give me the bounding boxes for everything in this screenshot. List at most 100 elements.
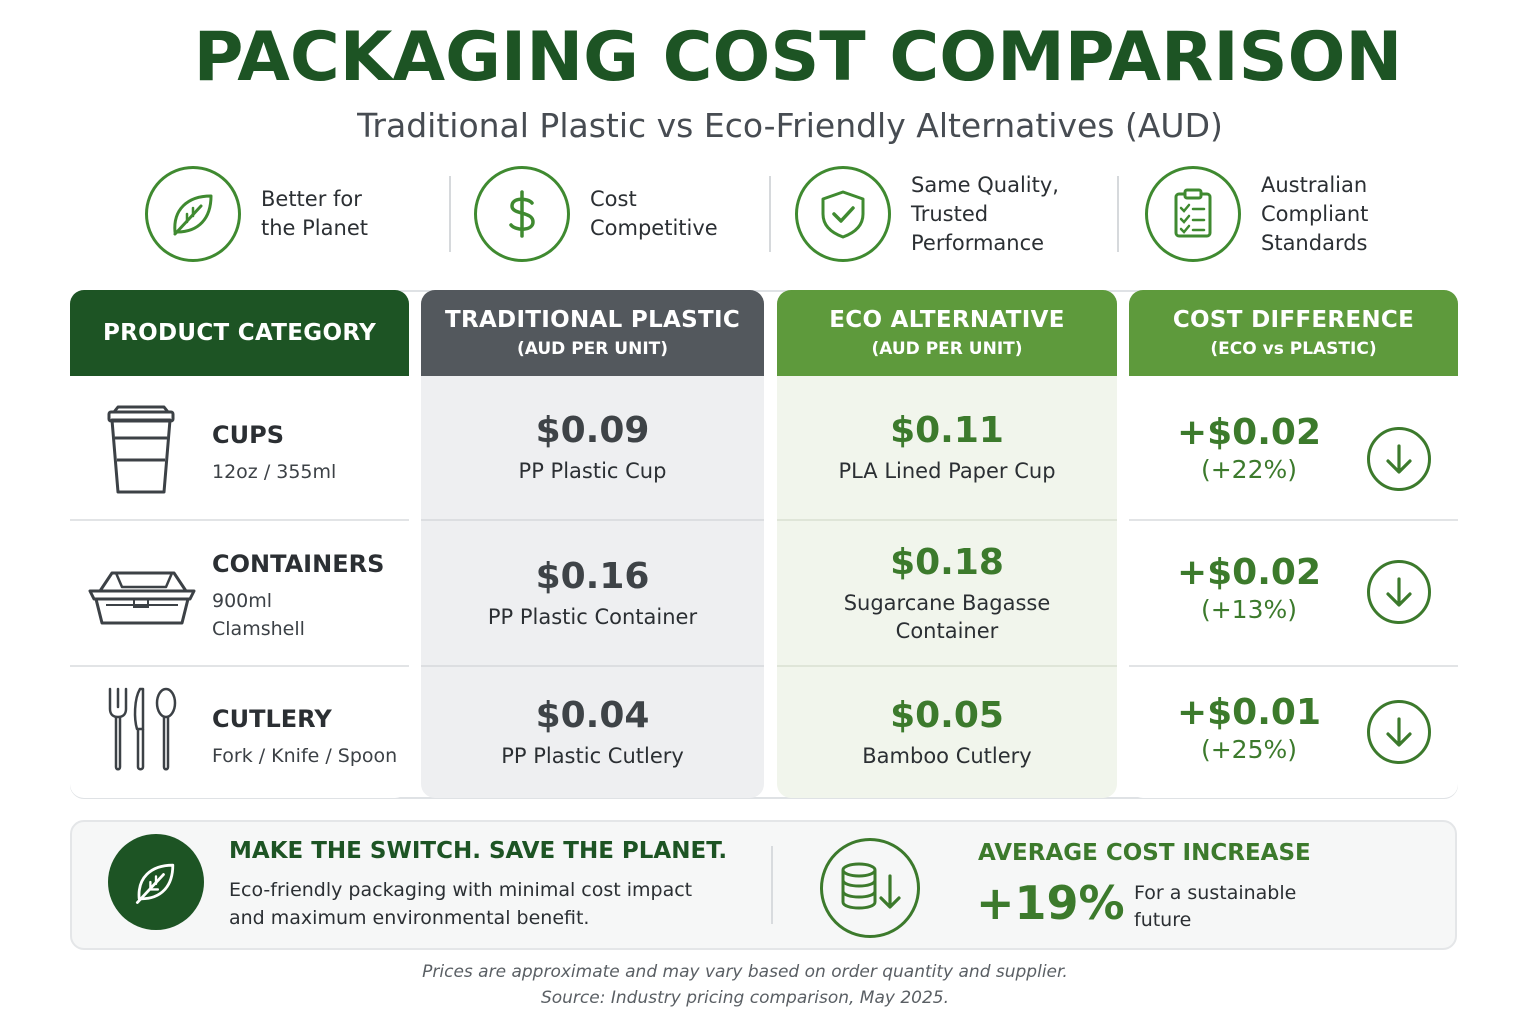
row-divider [1129, 665, 1458, 667]
feature-label-line: Cost [590, 187, 637, 211]
plastic-description: PP Plastic Cup [518, 459, 667, 483]
eco-cell: $0.05 Bamboo Cutlery [777, 667, 1117, 798]
feature-cost: Cost Competitive [474, 162, 718, 266]
page-subtitle: Traditional Plastic vs Eco-Friendly Alte… [357, 106, 1223, 145]
shield-check-icon [795, 166, 891, 262]
row-divider [777, 665, 1117, 667]
column-header-diff: COST DIFFERENCE (ECO vs PLASTIC) [1129, 290, 1458, 376]
column-header-category: PRODUCT CATEGORY [70, 290, 409, 376]
plastic-cell: $0.04 PP Plastic Cutlery [421, 667, 764, 798]
product-detail: Fork / Knife / Spoon [212, 745, 398, 767]
diff-percent: (+22%) [1200, 455, 1298, 484]
feature-label-line: Standards [1261, 230, 1368, 255]
column-subtitle: (AUD PER UNIT) [871, 339, 1023, 359]
feature-label-line: Competitive [590, 216, 718, 240]
table-row-cutlery: CUTLERY Fork / Knife / Spoon [70, 667, 409, 798]
column-header-eco: ECO ALTERNATIVE (AUD PER UNIT) [777, 290, 1117, 376]
feature-compliant: Australian Compliant Standards [1145, 162, 1368, 266]
column-title: COST DIFFERENCE [1172, 307, 1415, 333]
footnote-disclaimer: Prices are approximate and may vary base… [422, 962, 1068, 982]
eco-cell: $0.18 Sugarcane Bagasse Container [777, 521, 1117, 665]
plastic-price: $0.04 [535, 695, 650, 736]
page-title: PACKAGING COST COMPARISON [193, 18, 1403, 97]
cost-diff-containers: +$0.02 (+13%) [1129, 552, 1369, 624]
diff-percent: (+25%) [1200, 735, 1298, 764]
eco-cell: $0.11 PLA Lined Paper Cup [777, 376, 1117, 519]
cost-diff-cutlery: +$0.01 (+25%) [1129, 692, 1369, 764]
arrow-down-icon [1367, 700, 1431, 764]
eco-price: $0.18 [890, 541, 1004, 583]
plastic-price: $0.16 [535, 555, 650, 597]
diff-value: +$0.02 [1176, 412, 1322, 453]
cutlery-icon [106, 685, 180, 777]
eco-description: Bamboo Cutlery [862, 744, 1032, 768]
divider [769, 176, 771, 252]
plastic-cell: $0.16 PP Plastic Container [421, 521, 764, 665]
cup-icon [106, 402, 176, 502]
table-row-cups: CUPS 12oz / 355ml [70, 376, 409, 519]
arrow-down-icon [1367, 560, 1431, 624]
row-divider [421, 665, 764, 667]
feature-quality: Same Quality, Trusted Performance [795, 162, 1059, 266]
average-title: AVERAGE COST INCREASE [978, 840, 1311, 866]
diff-percent: (+13%) [1200, 595, 1298, 624]
feature-label-line: the Planet [261, 216, 368, 240]
diff-value: +$0.01 [1176, 692, 1322, 733]
leaf-badge-icon [108, 834, 204, 930]
features-row: Better for the Planet Cost Competitive Sam… [0, 162, 1536, 266]
feature-label-line: Performance [911, 230, 1045, 255]
table-row-containers: CONTAINERS 900ml Clamshell [70, 521, 409, 665]
plastic-description: PP Plastic Cutlery [501, 744, 684, 768]
eco-description-line: Container [895, 618, 999, 643]
column-traditional-plastic: TRADITIONAL PLASTIC (AUD PER UNIT) $0.09… [421, 290, 764, 798]
diff-value: +$0.02 [1176, 552, 1322, 593]
eco-description: PLA Lined Paper Cup [838, 459, 1056, 483]
divider [771, 846, 773, 924]
plastic-cell: $0.09 PP Plastic Cup [421, 376, 764, 519]
eco-description-line: Sugarcane Bagasse [843, 590, 1051, 615]
row-divider [1129, 519, 1458, 521]
checklist-icon [1145, 166, 1241, 262]
column-subtitle: (AUD PER UNIT) [516, 339, 669, 359]
eco-description: Sugarcane Bagasse Container [844, 589, 1051, 645]
average-value: +19% [976, 876, 1125, 930]
row-divider [421, 519, 764, 521]
switch-description-line: Eco-friendly packaging with minimal cost… [229, 879, 693, 901]
clamshell-container-icon [86, 565, 198, 633]
coins-down-icon [820, 838, 920, 938]
product-name: CUPS [212, 421, 284, 449]
product-detail: 12oz / 355ml [212, 461, 337, 483]
feature-label-line: Better for [261, 187, 362, 211]
feature-label-line: Compliant [1261, 201, 1369, 226]
average-note-line: For a sustainable [1134, 882, 1297, 904]
switch-description-line: and maximum environmental benefit. [229, 907, 590, 929]
feature-label-line: Australian [1261, 172, 1368, 197]
cost-diff-cups: +$0.02 (+22%) [1129, 412, 1369, 484]
column-subtitle: (ECO vs PLASTIC) [1210, 339, 1377, 359]
product-detail: 900ml [212, 590, 273, 612]
row-divider [70, 519, 409, 521]
eco-price: $0.05 [890, 695, 1004, 736]
footnote-source: Source: Industry pricing comparison, May… [540, 988, 950, 1008]
leaf-icon [145, 166, 241, 262]
column-eco-alternative: ECO ALTERNATIVE (AUD PER UNIT) $0.11 PLA… [777, 290, 1117, 798]
switch-title: MAKE THE SWITCH. SAVE THE PLANET. [229, 838, 728, 864]
arrow-down-icon [1367, 427, 1431, 491]
average-note-line: future [1134, 909, 1192, 931]
column-header-plastic: TRADITIONAL PLASTIC (AUD PER UNIT) [421, 290, 764, 376]
column-product-category: PRODUCT CATEGORY CUPS 12oz / 355ml CONTA… [70, 290, 409, 798]
product-name: CUTLERY [212, 705, 332, 733]
divider [449, 176, 451, 252]
plastic-price: $0.09 [535, 410, 650, 451]
feature-label-line: Trusted [911, 201, 989, 226]
column-title: TRADITIONAL PLASTIC [444, 307, 741, 333]
column-title: PRODUCT CATEGORY [102, 320, 377, 346]
plastic-description: PP Plastic Container [487, 604, 698, 629]
product-detail: Clamshell [212, 618, 305, 640]
average-note: For a sustainable future [1134, 880, 1296, 934]
switch-description: Eco-friendly packaging with minimal cost… [229, 876, 692, 932]
feature-label-line: Same Quality, [911, 172, 1059, 197]
eco-price: $0.11 [890, 410, 1004, 451]
product-name: CONTAINERS [212, 550, 385, 578]
column-title: ECO ALTERNATIVE [829, 307, 1065, 333]
